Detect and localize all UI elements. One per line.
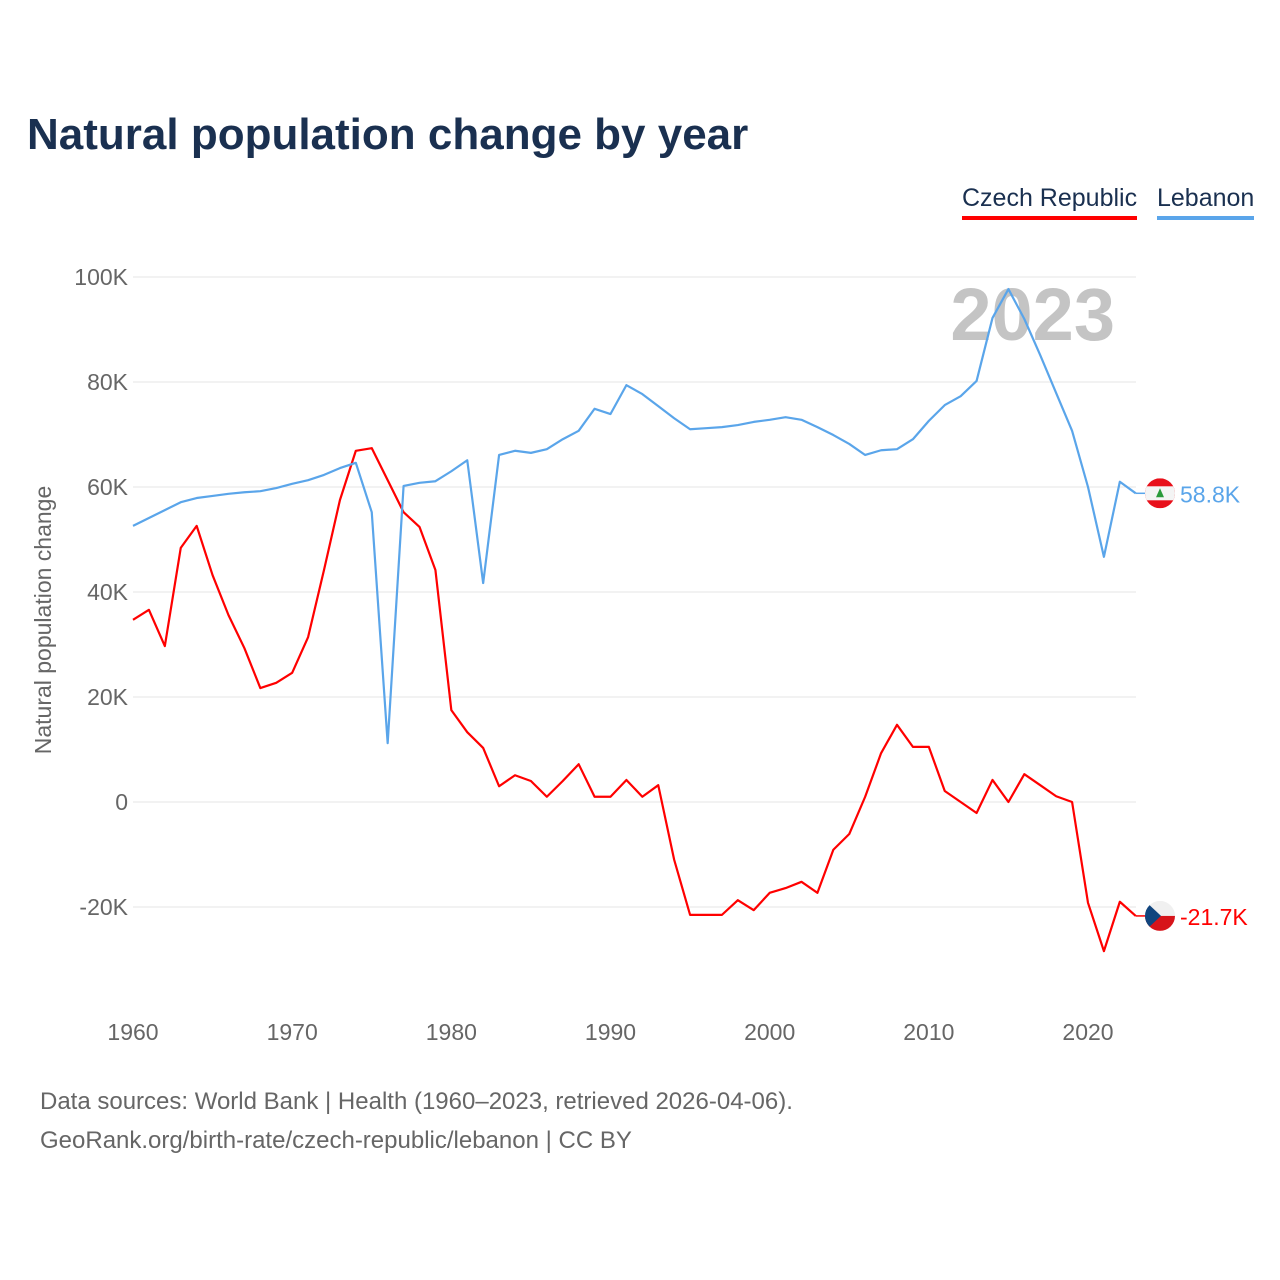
y-tick-label: -20K bbox=[79, 894, 128, 920]
y-tick-label: 20K bbox=[87, 684, 129, 710]
x-tick-label: 1970 bbox=[267, 1019, 318, 1045]
x-tick-label: 2010 bbox=[903, 1019, 954, 1045]
footer-sources: Data sources: World Bank | Health (1960–… bbox=[40, 1088, 793, 1115]
y-tick-label: 100K bbox=[74, 264, 128, 290]
chart-title: Natural population change by year bbox=[27, 110, 749, 159]
x-tick-label: 2020 bbox=[1062, 1019, 1113, 1045]
lebanon-flag-icon bbox=[1145, 478, 1175, 509]
year-watermark: 2023 bbox=[950, 273, 1115, 356]
x-tick-label: 1990 bbox=[585, 1019, 636, 1045]
y-tick-label: 40K bbox=[87, 579, 129, 605]
czech-flag-icon bbox=[1145, 900, 1175, 931]
legend-czech-republic[interactable]: Czech Republic bbox=[962, 184, 1138, 220]
x-tick-label: 1960 bbox=[107, 1019, 158, 1045]
legend-lebanon[interactable]: Lebanon bbox=[1157, 184, 1255, 220]
y-axis-label: Natural population change bbox=[30, 486, 56, 755]
end-value-label: -21.7K bbox=[1180, 904, 1248, 930]
x-tick-label: 2000 bbox=[744, 1019, 795, 1045]
footer-link[interactable]: GeoRank.org/birth-rate/czech-republic/le… bbox=[40, 1127, 632, 1154]
series-line-czech bbox=[132, 447, 1137, 953]
series-line-lebanon bbox=[132, 287, 1137, 745]
y-tick-label: 80K bbox=[87, 369, 129, 395]
x-tick-label: 1980 bbox=[426, 1019, 477, 1045]
y-tick-label: 60K bbox=[87, 474, 129, 500]
end-value-label: 58.8K bbox=[1180, 481, 1241, 507]
y-tick-label: 0 bbox=[115, 789, 128, 815]
